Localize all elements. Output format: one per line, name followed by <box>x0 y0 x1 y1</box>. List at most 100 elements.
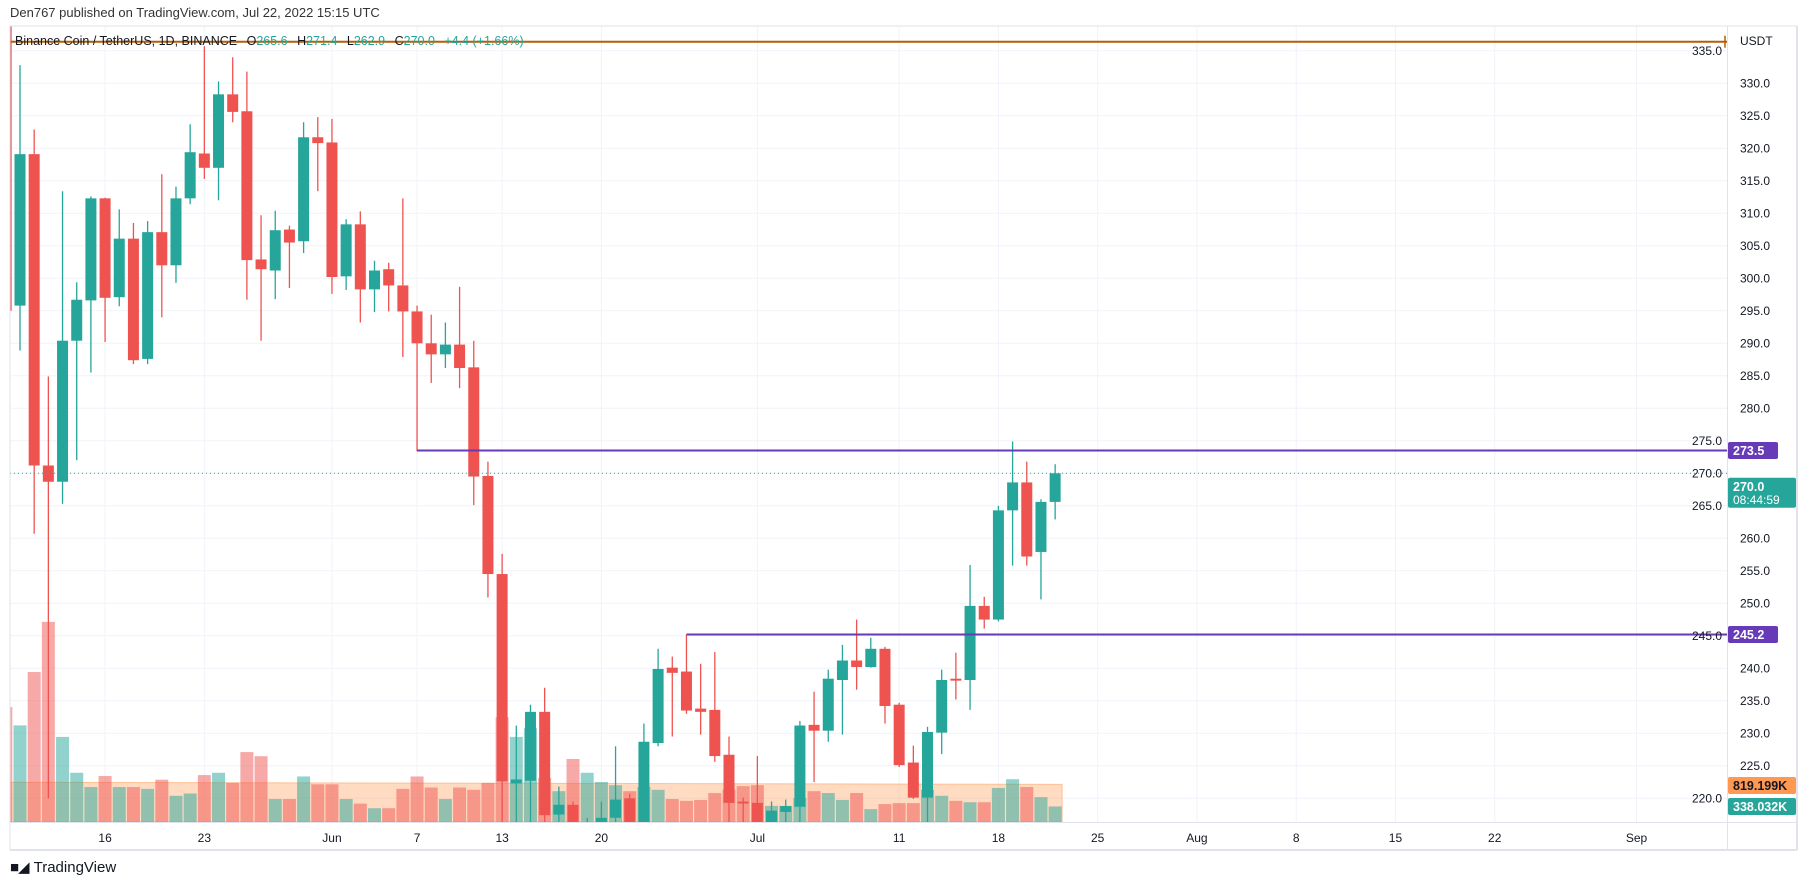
price-tick-label: 280.0 <box>1740 401 1770 415</box>
candle-body <box>156 232 168 266</box>
open-value: 265.6 <box>256 34 288 48</box>
time-tick-label: 8 <box>1293 831 1300 845</box>
price-marker-label: 338.032K <box>1733 800 1787 814</box>
volume-bar <box>864 809 878 822</box>
volume-bar <box>169 795 183 822</box>
time-axis[interactable]: 16 23 Jun 7 13 20 Jul 11 18 25 Aug 8 15 22 Sep <box>98 831 1647 845</box>
time-tick-label: 15 <box>1389 831 1403 845</box>
price-tick-label: 285.0 <box>1740 369 1770 383</box>
volume-bar <box>297 776 311 822</box>
footer: ■◢ TradingView <box>10 858 117 877</box>
volume-bar <box>10 707 13 822</box>
candle-body <box>28 154 40 466</box>
candle-body <box>510 779 522 784</box>
volume-bar <box>396 788 410 822</box>
price-tick-label: 225.0 <box>1740 759 1770 773</box>
volume-bar <box>679 800 693 822</box>
price-tick-label: 240.0 <box>1740 661 1770 675</box>
volume-bar <box>382 808 396 822</box>
candle-body <box>780 806 792 812</box>
price-tick-label: 255.0 <box>1740 564 1770 578</box>
candle-body <box>198 153 210 168</box>
candle-body <box>113 238 125 298</box>
candle-body <box>14 154 26 306</box>
candle-body <box>184 152 196 199</box>
volume-bar <box>84 787 98 822</box>
volume-bar <box>453 787 467 822</box>
candle-body <box>879 648 891 706</box>
price-tick-label: 325.0 <box>1740 109 1770 123</box>
candle-body <box>978 605 990 620</box>
volume-bar <box>481 782 495 822</box>
time-tick-label: 16 <box>98 831 112 845</box>
candle-body <box>213 94 225 168</box>
volume-bar <box>906 803 920 822</box>
volume-bar <box>98 776 112 822</box>
candle-body <box>340 224 352 277</box>
price-marker-label: 819.199K <box>1733 779 1787 793</box>
currency-label-bg <box>1729 27 1796 53</box>
volume-bar <box>424 787 438 822</box>
price-tick-label: 270.0 <box>1692 466 1722 480</box>
volume-bar <box>850 793 864 822</box>
volume-bar <box>112 787 126 822</box>
price-tick-label: 310.0 <box>1740 206 1770 220</box>
price-marker-label: 245.2 <box>1733 628 1764 642</box>
volume-bar <box>226 782 240 822</box>
price-marker-label: 273.5 <box>1733 444 1764 458</box>
low-label: L <box>346 34 354 48</box>
candle-body <box>1035 501 1047 552</box>
time-tick-label: 11 <box>893 831 906 845</box>
volume-bar <box>268 799 282 822</box>
candle-body <box>312 137 324 144</box>
volume-bar <box>368 808 381 822</box>
candle-body <box>766 810 778 822</box>
time-tick-label: Jul <box>750 831 765 845</box>
tradingview-logo-icon[interactable]: ■◢ <box>10 859 30 876</box>
volume-bar <box>311 784 325 822</box>
candle-body <box>595 817 607 822</box>
candle-body <box>383 269 395 286</box>
price-tick-label: 315.0 <box>1740 174 1770 188</box>
time-tick-label: 25 <box>1091 831 1105 845</box>
price-axis[interactable]: 335.0 330.0 325.0 320.0 315.0 310.0 305.0 300.0… <box>1692 44 1770 806</box>
currency-label: USDT <box>1740 34 1773 48</box>
grid <box>10 26 1727 822</box>
plot-area[interactable] <box>10 26 1727 822</box>
volume-bar <box>212 772 226 822</box>
candle-body <box>964 605 976 680</box>
volume-bar <box>438 799 452 822</box>
candle-body <box>99 198 111 298</box>
candle-body <box>142 232 154 359</box>
volume-bar <box>949 800 963 822</box>
volume-bar <box>282 799 296 822</box>
volume-bar <box>892 803 906 822</box>
volume-bar <box>13 725 27 822</box>
volume-bar <box>197 775 211 822</box>
candle-body <box>539 711 551 816</box>
price-tick-label: 235.0 <box>1740 694 1770 708</box>
time-tick-label: 22 <box>1488 831 1502 845</box>
volume-bar <box>665 799 679 822</box>
volume-bar <box>183 793 197 822</box>
candle-body <box>1007 482 1019 511</box>
candle-body <box>283 229 295 243</box>
symbol-legend: Binance Coin / TetherUS, 1D, BINANCE O26… <box>15 34 530 48</box>
candle-body <box>836 660 848 680</box>
volume-bar <box>410 776 424 822</box>
price-marker-bg <box>1728 477 1796 508</box>
price-axis-markers: 273.5 270.008:44:59 245.2 819.199K 338.032K <box>1728 442 1796 815</box>
volume-bar <box>1020 787 1034 822</box>
candle-body <box>439 344 451 355</box>
volume-bar <box>325 784 339 822</box>
close-value: 270.0 <box>403 34 435 48</box>
brand-name[interactable]: TradingView <box>33 858 117 876</box>
candle-body <box>1021 482 1033 557</box>
volume-bar <box>977 802 991 822</box>
low-value: 262.9 <box>353 34 386 48</box>
time-tick-label: 18 <box>992 831 1006 845</box>
candle-body <box>127 238 139 361</box>
volume-bar <box>935 795 949 822</box>
time-tick-label: 23 <box>198 831 212 845</box>
